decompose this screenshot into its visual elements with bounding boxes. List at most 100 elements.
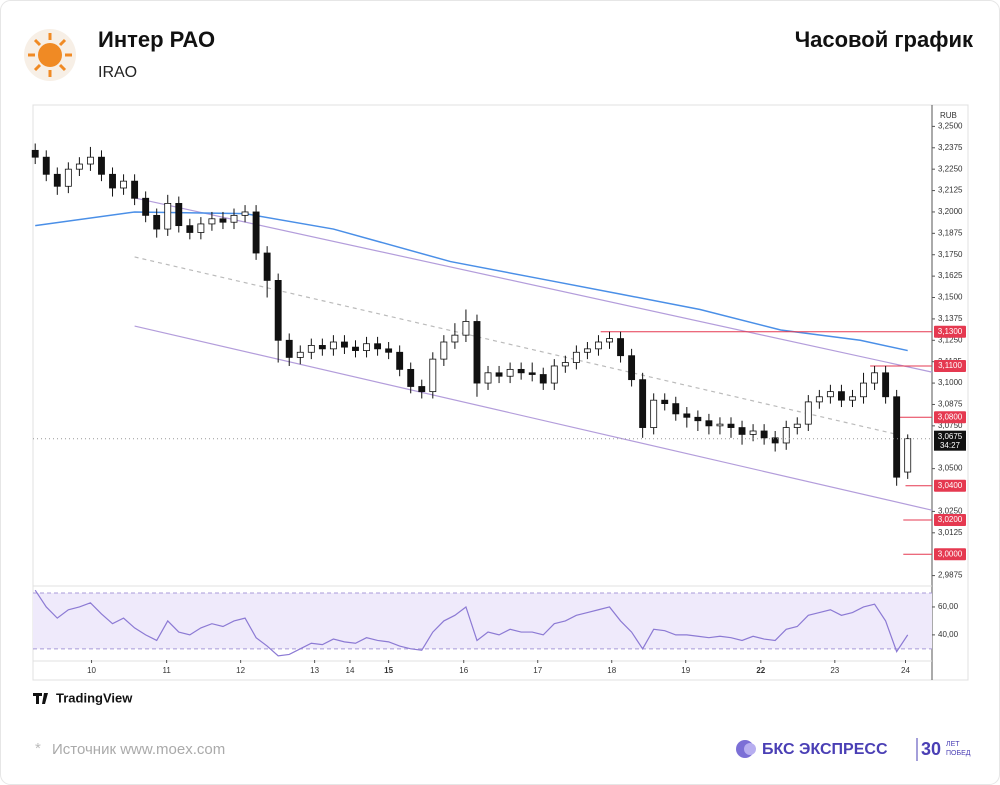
candle-body — [782, 427, 790, 444]
candle-body — [495, 372, 503, 377]
x-tick-label: 22 — [756, 666, 765, 675]
brand-line: ПОБЕД — [946, 750, 971, 757]
candle-body — [826, 391, 834, 398]
currency: RUB — [940, 111, 957, 120]
logo-rays — [28, 33, 72, 77]
price-level-label: 3,0400 — [938, 481, 963, 490]
price-level-label: 3,0000 — [938, 549, 963, 558]
candle-body — [186, 225, 194, 233]
price-level-tag — [934, 548, 966, 561]
candle-body — [595, 341, 602, 350]
x-tick-label: 24 — [901, 666, 910, 675]
candle-body — [583, 348, 591, 353]
candle-body — [550, 365, 558, 384]
rsi-tick-label: 40,00 — [938, 630, 959, 639]
rsi-tick-label: 60,00 — [938, 602, 959, 611]
candle-body — [385, 348, 393, 353]
price-level-label: 3,0800 — [938, 412, 963, 421]
plot: 2,9875 3,0125 3,0250 3,0500 3,0750 3,0875 3,10… — [31, 121, 966, 675]
candle-body — [849, 396, 856, 401]
candle-body — [142, 197, 150, 216]
channel-line — [134, 325, 933, 511]
candle-body — [64, 168, 72, 187]
candle-body — [882, 372, 890, 398]
candle-body — [661, 399, 669, 405]
price-level-label: 3,0200 — [938, 515, 963, 524]
candle-body — [197, 223, 205, 233]
y-tick-label: 3,0125 — [938, 528, 963, 537]
candle-body — [307, 345, 315, 353]
candle-body — [318, 345, 326, 350]
ticker: IRAO — [98, 64, 137, 81]
x-tick-label: 23 — [830, 666, 839, 675]
candle-body — [528, 372, 536, 375]
candle-body — [263, 252, 271, 281]
candle-body — [716, 423, 724, 427]
candle-body — [606, 338, 613, 343]
current-price-label: 3,0675 — [938, 432, 963, 441]
candle-body — [871, 372, 879, 384]
y-tick-label: 3,0750 — [938, 421, 963, 430]
chart-kind: Часовой график — [795, 27, 974, 52]
current-price-timer: 34:27 — [940, 441, 961, 450]
candle-body — [440, 341, 448, 360]
candle-body — [396, 351, 404, 370]
candle-body — [650, 399, 658, 428]
candle-body — [539, 374, 547, 384]
candle-body — [109, 173, 116, 189]
brand-logo: БКС ЭКСПРЕСС 30 ЛЕТ ПОБЕД — [736, 738, 971, 761]
candle-body — [451, 334, 459, 343]
candle-body — [771, 437, 779, 444]
candle-body — [804, 401, 812, 425]
candle-body — [86, 156, 94, 165]
y-tick-label: 3,2250 — [938, 164, 963, 173]
candle-body — [462, 321, 470, 336]
x-tick-label: 19 — [681, 666, 690, 675]
x-tick-label: 15 — [384, 666, 393, 675]
source: Источник www.moex.com — [52, 741, 225, 758]
candle-body — [617, 338, 624, 357]
candle-body — [793, 423, 801, 428]
candle-body — [749, 430, 757, 435]
candle-body — [628, 355, 636, 381]
brand: БКС ЭКСПРЕСС — [762, 741, 888, 758]
y-tick-label: 3,1750 — [938, 250, 963, 259]
candle-body — [572, 351, 580, 363]
logo — [24, 29, 76, 81]
candle-body — [329, 341, 337, 350]
candle-body — [363, 343, 370, 351]
price-level-label: 3,1100 — [938, 361, 962, 370]
candle-body — [31, 149, 39, 158]
candle-body — [131, 180, 139, 199]
candle-body — [517, 368, 525, 374]
candle-body — [374, 343, 382, 350]
candle-body — [98, 156, 105, 175]
y-tick-label: 2,9875 — [938, 571, 963, 580]
current-price-tag — [934, 430, 966, 451]
y-tick-label: 3,2375 — [938, 143, 963, 152]
price-level-tag — [934, 411, 966, 424]
candle-body — [75, 163, 83, 170]
candle-body — [760, 430, 768, 439]
y-tick-label: 3,0500 — [938, 464, 963, 473]
price-level-tag — [934, 479, 966, 492]
y-tick-label: 3,2500 — [938, 121, 963, 130]
candle-body — [252, 211, 260, 254]
y-tick-label: 3,1000 — [938, 378, 963, 387]
candle-body — [153, 214, 161, 230]
candle-body — [473, 321, 481, 384]
candle-body — [860, 382, 867, 398]
y-tick-label: 3,1375 — [938, 314, 963, 323]
candle-body — [705, 420, 713, 427]
price-level-tag — [934, 513, 966, 526]
price-level-tag — [934, 359, 966, 372]
x-tick-label: 14 — [346, 666, 355, 675]
candle-body — [838, 391, 845, 401]
brand-mark-inner — [744, 743, 756, 755]
chart-frame — [32, 104, 969, 681]
candle-body — [484, 372, 492, 384]
candle-body — [175, 202, 183, 227]
x-tick-label: 10 — [87, 666, 96, 675]
y-tick-label: 3,0250 — [938, 507, 963, 516]
